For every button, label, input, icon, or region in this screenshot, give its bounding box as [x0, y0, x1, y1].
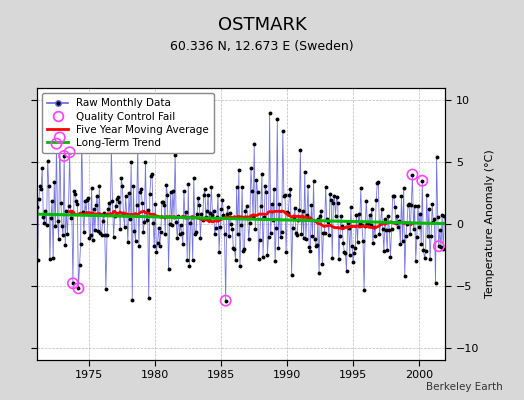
Y-axis label: Temperature Anomaly (°C): Temperature Anomaly (°C): [485, 150, 495, 298]
Point: [60, 153, 68, 159]
Text: OSTMARK: OSTMARK: [217, 16, 307, 34]
Point: [69, 280, 77, 286]
Text: 60.336 N, 12.673 E (Sweden): 60.336 N, 12.673 E (Sweden): [170, 40, 354, 53]
Legend: Raw Monthly Data, Quality Control Fail, Five Year Moving Average, Long-Term Tren: Raw Monthly Data, Quality Control Fail, …: [42, 93, 214, 153]
Point: [74, 285, 83, 292]
Text: Berkeley Earth: Berkeley Earth: [427, 382, 503, 392]
Point: [52, 140, 61, 147]
Point: [434, 243, 443, 250]
Point: [222, 298, 230, 304]
Point: [66, 149, 74, 156]
Point: [56, 134, 64, 141]
Point: [418, 178, 427, 184]
Point: [408, 171, 417, 178]
